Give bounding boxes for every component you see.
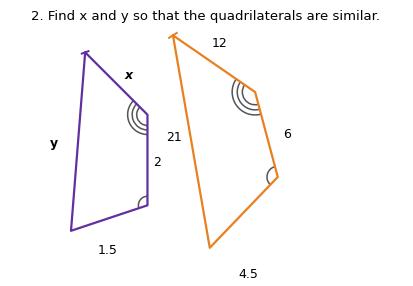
Text: 2: 2 — [153, 156, 161, 169]
Text: x: x — [124, 69, 133, 82]
Text: 21: 21 — [165, 131, 181, 144]
Text: 4.5: 4.5 — [237, 268, 257, 281]
Text: 2. Find x and y so that the quadrilaterals are similar.: 2. Find x and y so that the quadrilatera… — [31, 10, 380, 23]
Text: 6: 6 — [283, 128, 291, 141]
Text: 12: 12 — [211, 37, 227, 49]
Text: 1.5: 1.5 — [97, 244, 117, 257]
Text: y: y — [50, 136, 58, 150]
